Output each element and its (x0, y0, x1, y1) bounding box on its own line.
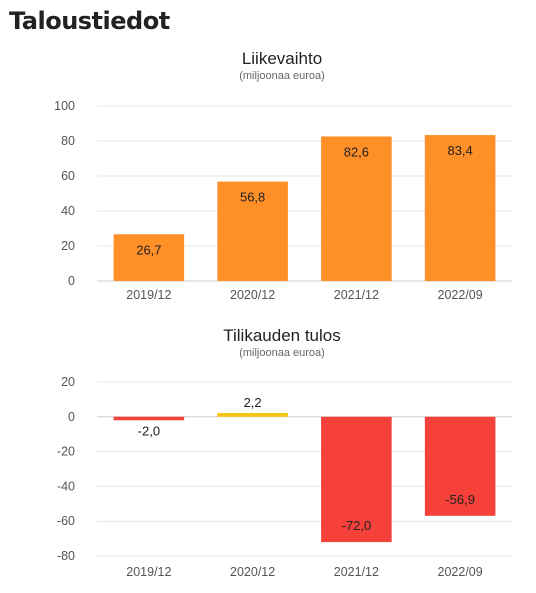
y-tick-label: 0 (68, 274, 75, 288)
bar-2021-12 (321, 136, 392, 281)
page-title: Taloustiedot (9, 7, 170, 35)
y-tick-label: 60 (61, 169, 75, 183)
bar-2019-12 (113, 416, 185, 421)
data-label: 83,4 (447, 143, 472, 158)
data-label: 26,7 (136, 242, 161, 257)
y-tick-label: 100 (54, 99, 75, 113)
chart-subtitle: (miljoonaa euroa) (239, 347, 325, 359)
bar-2021-12 (321, 416, 392, 543)
y-tick-label: 20 (61, 375, 75, 389)
x-tick-label: 2020/12 (230, 288, 275, 302)
y-tick-label: 80 (61, 134, 75, 148)
chart-title: Tilikauden tulos (223, 326, 341, 345)
revenue-chart: Liikevaihto (miljoonaa euroa) 0 20 40 60 80 100… (54, 49, 512, 302)
x-tick-label: 2021/12 (334, 288, 379, 302)
y-tick-label: -40 (57, 479, 75, 493)
data-label: -56,9 (445, 492, 475, 507)
x-tick-label: 2019/12 (126, 288, 171, 302)
y-tick-label: 40 (61, 204, 75, 218)
x-tick-label: 2019/12 (126, 565, 171, 579)
y-tick-label: 20 (61, 239, 75, 253)
data-label: 82,6 (344, 144, 369, 159)
data-label: -2,0 (138, 423, 160, 438)
x-tick-label: 2022/09 (438, 565, 483, 579)
data-label: 56,8 (240, 190, 265, 205)
bar-2019-12 (113, 234, 185, 281)
chart-subtitle: (miljoonaa euroa) (239, 70, 325, 82)
x-tick-label: 2020/12 (230, 565, 275, 579)
bar-2022-09 (424, 416, 496, 516)
y-tick-label: -20 (57, 445, 75, 459)
bar-2022-09 (424, 135, 496, 281)
data-label: 2,2 (244, 395, 262, 410)
chart-title: Liikevaihto (242, 49, 322, 68)
x-tick-label: 2021/12 (334, 565, 379, 579)
y-tick-label: -80 (57, 549, 75, 563)
x-tick-label: 2022/09 (438, 288, 483, 302)
bar-2020-12 (217, 412, 288, 417)
result-chart: Tilikauden tulos (miljoonaa euroa) -80 -60 -… (57, 326, 512, 579)
y-tick-label: -60 (57, 514, 75, 528)
y-tick-label: 0 (68, 410, 75, 424)
bar-2020-12 (217, 181, 288, 281)
data-label: -72,0 (342, 518, 372, 533)
